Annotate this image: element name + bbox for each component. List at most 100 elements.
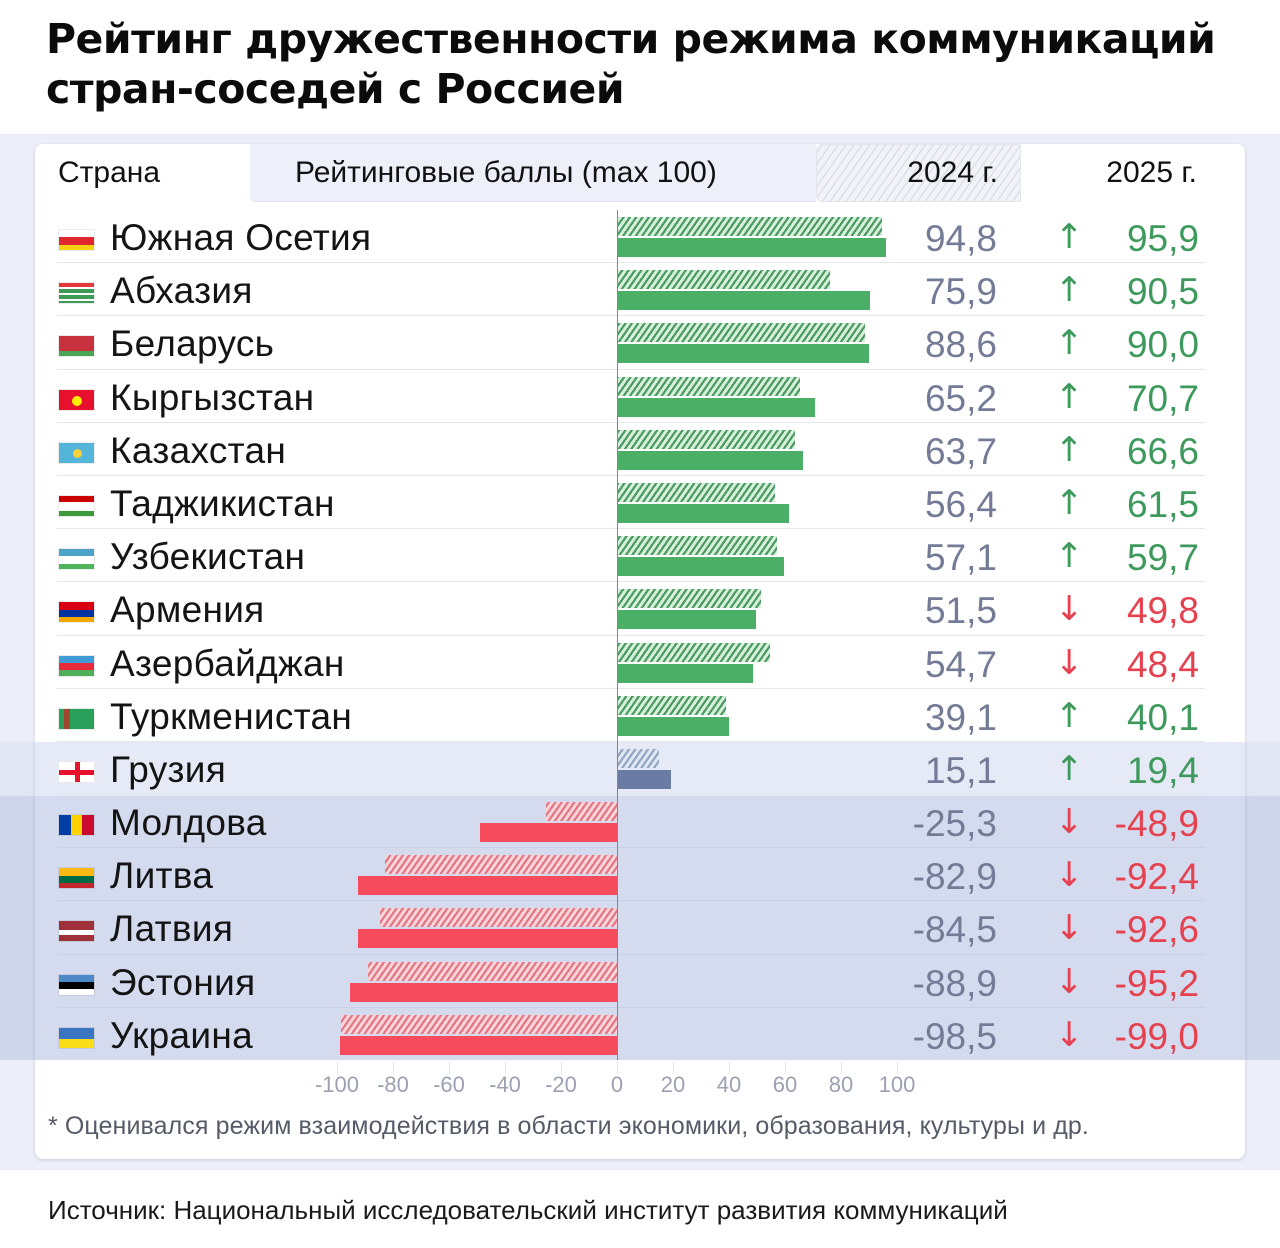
bar-2024 bbox=[380, 908, 617, 928]
value-2025: -99,0 bbox=[1114, 1015, 1199, 1057]
bar-2024 bbox=[617, 748, 660, 768]
x-axis-tick-label: 0 bbox=[610, 1072, 624, 1097]
uzbekistan-flag-icon bbox=[58, 548, 95, 571]
table-row: Узбекистан 57,1 ↑ 59,7 bbox=[35, 529, 1245, 583]
row-divider bbox=[57, 900, 1205, 902]
bar-2024 bbox=[341, 1014, 617, 1034]
bar-2025 bbox=[350, 982, 617, 1002]
bar-2024 bbox=[617, 270, 830, 290]
bar-2025 bbox=[617, 238, 886, 257]
footnote: * Оценивался режим взаимодействия в обла… bbox=[48, 1112, 1089, 1140]
bar-2024 bbox=[617, 695, 727, 715]
value-2025: 61,5 bbox=[1126, 483, 1199, 525]
row-divider bbox=[57, 368, 1205, 370]
kyrgyzstan-flag-icon bbox=[58, 388, 95, 411]
x-axis-tick-label: 40 bbox=[716, 1072, 742, 1097]
bar-2024 bbox=[617, 589, 762, 609]
row-divider bbox=[57, 953, 1205, 955]
value-2025: 66,6 bbox=[1126, 430, 1199, 472]
georgia-flag-icon bbox=[58, 760, 95, 783]
table-row: Казахстан 63,7 ↑ 66,6 bbox=[35, 423, 1245, 476]
table-row: Южная Осетия 94,8 ↑ 95,9 bbox=[35, 210, 1245, 264]
bar-2025 bbox=[617, 610, 757, 630]
x-axis-tick-label: -60 bbox=[433, 1072, 465, 1097]
armenia-flag-icon bbox=[58, 601, 95, 624]
azerbaijan-flag-icon bbox=[58, 654, 95, 677]
value-2025: 90,5 bbox=[1126, 271, 1199, 313]
belarus-flag-icon bbox=[58, 335, 95, 358]
table-row: Армения 51,5 ↓ 49,8 bbox=[35, 582, 1245, 636]
table-row: Литва -82,9 ↓ -92,4 bbox=[35, 848, 1245, 902]
bar-2025 bbox=[617, 450, 804, 470]
table-row: Украина -98,5 ↓ -99,0 bbox=[35, 1008, 1245, 1061]
arrow-up-icon: ↑ bbox=[1055, 748, 1084, 789]
country-name: Таджикистан bbox=[110, 482, 335, 524]
bar-2024 bbox=[546, 802, 617, 822]
value-2024: -98,5 bbox=[912, 1015, 997, 1057]
country-name: Азербайджан bbox=[110, 642, 345, 684]
bar-2024 bbox=[617, 536, 777, 556]
legend-2025-label: 2025 г. bbox=[1106, 156, 1197, 189]
x-axis-tick-label: 80 bbox=[828, 1072, 854, 1097]
country-name: Беларусь bbox=[110, 323, 275, 365]
header-2024: 2024 г. bbox=[816, 144, 1021, 202]
value-2024: 57,1 bbox=[924, 537, 997, 579]
south-ossetia-flag-icon bbox=[58, 229, 95, 251]
value-2025: 49,8 bbox=[1126, 590, 1199, 632]
value-2024: -88,9 bbox=[912, 962, 997, 1004]
x-axis-tick-label: 20 bbox=[660, 1072, 686, 1097]
tick-mark bbox=[449, 1062, 450, 1074]
chart-title: Рейтинг дружественности режима коммуника… bbox=[46, 15, 1216, 113]
value-2024: 94,8 bbox=[924, 218, 997, 259]
tajikistan-flag-icon bbox=[58, 494, 95, 517]
arrow-down-icon: ↓ bbox=[1055, 1014, 1084, 1055]
value-2024: 75,9 bbox=[924, 271, 997, 313]
header-country-label: Страна bbox=[58, 156, 161, 189]
bar-2024 bbox=[617, 217, 883, 236]
country-name: Эстония bbox=[110, 961, 256, 1003]
x-axis-tick-label: -40 bbox=[489, 1072, 521, 1097]
row-divider bbox=[57, 634, 1205, 636]
bar-2024 bbox=[617, 642, 771, 662]
bar-2024 bbox=[617, 482, 775, 502]
arrow-up-icon: ↑ bbox=[1055, 217, 1084, 257]
bar-2025 bbox=[617, 344, 869, 364]
arrow-down-icon: ↓ bbox=[1055, 908, 1084, 949]
country-rows: Южная Осетия 94,8 ↑ 95,9 Абхазия 75,9 ↑ 90,5 Бел… bbox=[35, 210, 1245, 1061]
arrow-down-icon: ↓ bbox=[1055, 642, 1084, 683]
country-name: Кыргызстан bbox=[110, 376, 315, 418]
row-divider bbox=[57, 740, 1205, 742]
country-name: Абхазия bbox=[110, 270, 253, 312]
row-divider bbox=[57, 687, 1205, 689]
arrow-up-icon: ↑ bbox=[1055, 323, 1084, 364]
table-row: Кыргызстан 65,2 ↑ 70,7 bbox=[35, 370, 1245, 423]
value-2024: -82,9 bbox=[912, 856, 997, 898]
value-2025: 59,7 bbox=[1126, 537, 1199, 579]
table-row: Таджикистан 56,4 ↑ 61,5 bbox=[35, 476, 1245, 530]
bar-2024 bbox=[617, 323, 866, 343]
country-name: Латвия bbox=[110, 908, 234, 950]
country-name: Южная Осетия bbox=[110, 217, 372, 258]
tick-mark bbox=[561, 1062, 562, 1074]
value-2024: 56,4 bbox=[924, 483, 997, 525]
value-2025: 40,1 bbox=[1126, 696, 1199, 738]
value-2024: 54,7 bbox=[924, 643, 997, 685]
row-divider bbox=[57, 262, 1205, 264]
row-divider bbox=[57, 315, 1205, 317]
country-name: Грузия bbox=[110, 748, 227, 790]
bar-2025 bbox=[617, 769, 672, 789]
header-2025: 2025 г. bbox=[1021, 144, 1245, 202]
tick-mark bbox=[785, 1062, 786, 1074]
row-divider bbox=[57, 794, 1205, 796]
header-scores-label: Рейтинговые баллы (max 100) bbox=[295, 155, 717, 189]
tick-mark bbox=[673, 1062, 674, 1074]
value-2025: -92,6 bbox=[1114, 909, 1199, 951]
value-2024: 39,1 bbox=[924, 696, 997, 738]
bar-2025 bbox=[617, 397, 815, 417]
value-2025: 48,4 bbox=[1126, 643, 1199, 685]
bar-2025 bbox=[617, 503, 790, 523]
arrow-up-icon: ↑ bbox=[1055, 429, 1084, 470]
tick-mark bbox=[897, 1062, 898, 1074]
value-2025: 70,7 bbox=[1126, 377, 1199, 419]
bar-2024 bbox=[368, 961, 617, 981]
